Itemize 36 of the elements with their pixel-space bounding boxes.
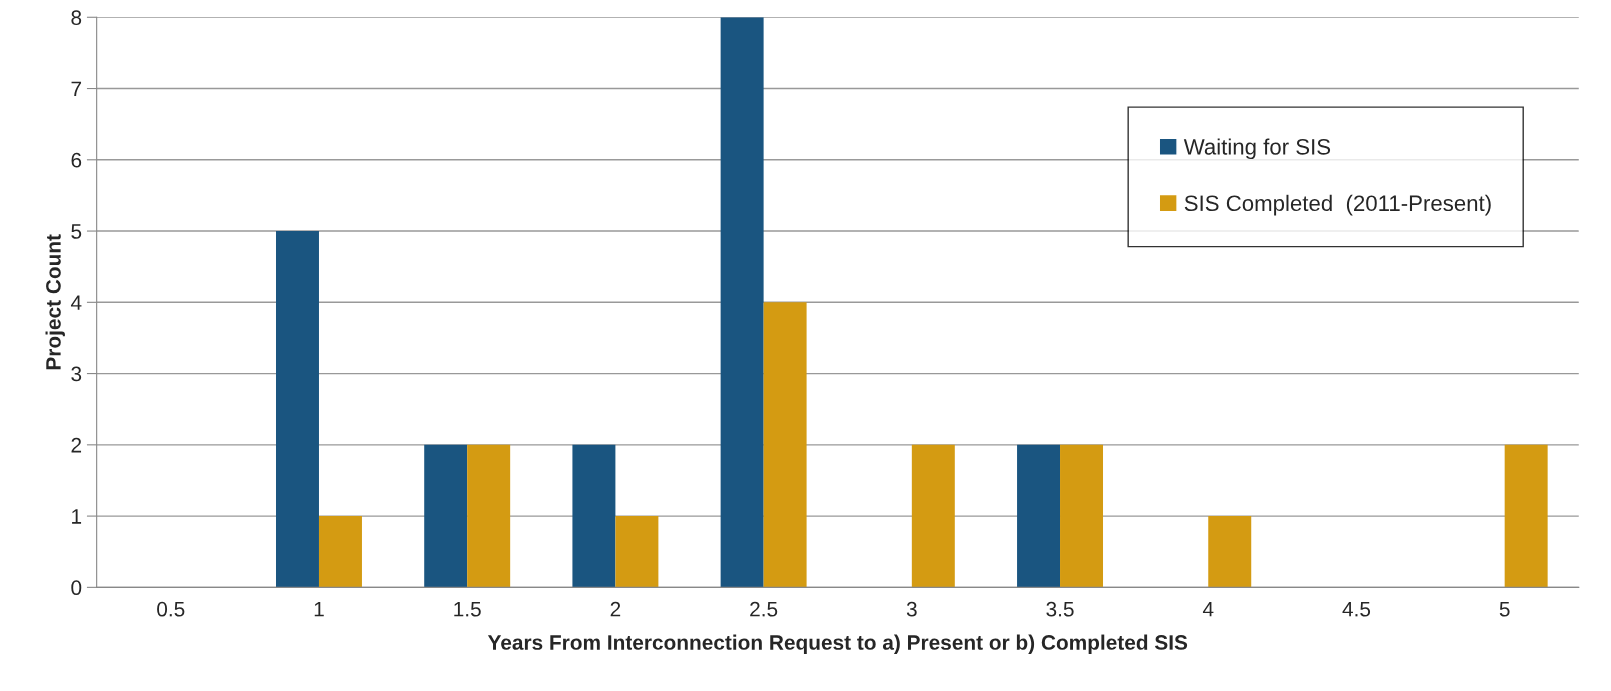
bar bbox=[276, 231, 319, 588]
y-tick-label: 6 bbox=[71, 152, 82, 168]
y-tick-label: 4 bbox=[70, 295, 82, 310]
y-tick-label: 2 bbox=[71, 437, 82, 453]
y-tick-label: 7 bbox=[71, 81, 82, 97]
bar bbox=[424, 444, 468, 588]
x-tick-label: 5 bbox=[1499, 602, 1510, 617]
bar bbox=[467, 444, 511, 588]
legend-label: SIS Completed (2011-Present) bbox=[1184, 194, 1491, 216]
bar bbox=[1017, 444, 1061, 588]
y-tick-label: 0 bbox=[71, 580, 82, 596]
bar bbox=[911, 444, 955, 588]
x-tick-label: 3 bbox=[906, 601, 917, 617]
bar bbox=[1504, 444, 1548, 588]
y-axis-title: Project Count bbox=[45, 234, 65, 370]
x-tick-label: 3.5 bbox=[1046, 601, 1074, 617]
bar bbox=[720, 17, 764, 588]
x-tick-label: 2.5 bbox=[750, 601, 778, 617]
bar bbox=[1208, 516, 1252, 588]
x-axis-title: Years From Interconnection Request to a) Present or b) Completed SIS bbox=[487, 634, 1188, 654]
x-tick-label: 1 bbox=[314, 602, 324, 617]
legend-label: Waiting for SIS bbox=[1183, 138, 1331, 160]
x-tick-label: 2 bbox=[610, 601, 621, 617]
bar bbox=[318, 516, 362, 588]
x-tick-label: 4 bbox=[1202, 602, 1214, 617]
y-tick-label: 5 bbox=[71, 224, 82, 239]
y-tick-label: 3 bbox=[71, 366, 82, 382]
y-tick-label: 1 bbox=[72, 509, 82, 524]
y-tick-label: 8 bbox=[71, 10, 82, 26]
x-tick-label: 1.5 bbox=[454, 602, 481, 617]
bar bbox=[615, 516, 659, 588]
bar bbox=[1060, 444, 1104, 588]
x-tick-label: 0.5 bbox=[157, 601, 185, 617]
bar bbox=[763, 302, 807, 588]
x-tick-label: 4.5 bbox=[1342, 602, 1371, 617]
bar bbox=[572, 444, 616, 588]
